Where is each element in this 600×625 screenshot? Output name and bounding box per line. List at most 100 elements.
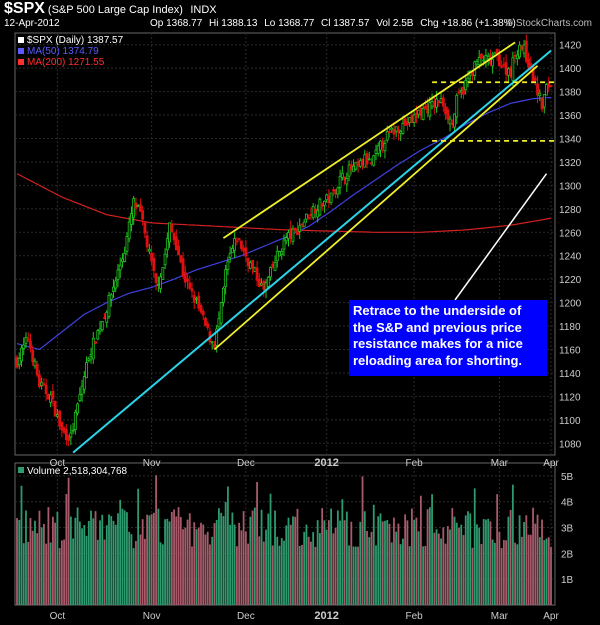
candle-body xyxy=(150,252,154,262)
candle-body xyxy=(60,421,64,431)
volume-bar xyxy=(361,476,364,605)
candle-body xyxy=(336,187,340,195)
volume-bar xyxy=(298,545,301,605)
candle-body xyxy=(325,194,329,200)
volume-bar xyxy=(307,536,310,605)
candle-body xyxy=(134,202,138,209)
candle-body xyxy=(91,337,95,360)
candle-body xyxy=(44,384,48,395)
candle-body xyxy=(257,278,261,288)
candle-body xyxy=(58,410,62,427)
volume-bar xyxy=(63,539,66,605)
candle-body xyxy=(538,92,542,97)
candle-body xyxy=(206,323,210,328)
candle-body xyxy=(186,278,189,282)
volume-bar xyxy=(379,513,382,605)
volume-bar xyxy=(357,546,359,605)
candle-body xyxy=(127,221,131,240)
candle-body xyxy=(67,435,71,441)
volume-bar xyxy=(375,545,377,605)
volume-bar xyxy=(303,531,306,605)
candle-body xyxy=(531,65,535,83)
candle-body xyxy=(305,213,308,220)
volume-bar xyxy=(444,543,447,605)
annotation-pointer xyxy=(454,173,548,301)
candle-body xyxy=(545,83,548,96)
candle-body xyxy=(89,354,93,357)
candle-body xyxy=(224,269,228,287)
candle-body xyxy=(408,117,412,124)
volume-bar xyxy=(511,484,514,605)
candle-body xyxy=(374,149,378,154)
volume-bar xyxy=(491,539,494,605)
candle-body xyxy=(444,106,447,114)
candle-body xyxy=(426,104,429,114)
volume-bar xyxy=(435,529,438,605)
volume-bar xyxy=(148,515,151,605)
volume-bar xyxy=(440,538,442,605)
candle-body xyxy=(103,317,106,319)
candle-body xyxy=(145,235,149,248)
volume-bar xyxy=(211,536,214,605)
candle-body xyxy=(80,385,84,395)
candle-body xyxy=(533,77,537,81)
volume-x-tick-label: 2012 xyxy=(314,610,338,622)
volume-bar xyxy=(406,520,409,605)
volume-bar xyxy=(29,518,32,605)
candle-body xyxy=(15,356,19,368)
volume-bar xyxy=(482,519,485,605)
candle-body xyxy=(17,358,21,366)
volume-bar xyxy=(473,488,476,605)
volume-bar xyxy=(200,522,202,605)
volume-bar xyxy=(345,511,348,605)
volume-bar xyxy=(431,494,433,605)
volume-bar xyxy=(56,511,59,605)
volume-bar xyxy=(359,521,362,605)
candle-body xyxy=(437,100,441,104)
volume-bar xyxy=(90,510,92,605)
candle-body xyxy=(143,222,147,234)
candle-body xyxy=(98,328,102,332)
candle-body xyxy=(284,237,288,242)
ohlc-summary: Op 1368.77 Hi 1388.13 Lo 1368.77 Cl 1387… xyxy=(150,18,520,29)
volume-bar xyxy=(137,488,140,605)
candle-body xyxy=(215,328,219,346)
candle-body xyxy=(152,257,156,271)
volume-bar xyxy=(289,524,292,605)
candle-body xyxy=(419,107,423,116)
candle-body xyxy=(522,44,526,54)
volume-bar xyxy=(135,541,137,605)
volume-bar xyxy=(141,519,144,605)
volume-bar xyxy=(538,537,541,605)
candle-body xyxy=(269,267,272,278)
volume-bar xyxy=(413,519,416,605)
volume-bar xyxy=(195,529,198,605)
volume-bar xyxy=(85,535,88,605)
volume-bar xyxy=(426,509,429,605)
volume-bar xyxy=(323,520,326,605)
volume-tick-label: 4B xyxy=(561,498,574,509)
volume-bar xyxy=(128,531,131,605)
volume-bar xyxy=(112,520,115,605)
volume-bar xyxy=(177,507,180,605)
candle-body xyxy=(296,229,299,236)
volume-bar xyxy=(494,542,496,605)
candle-body xyxy=(513,55,517,57)
volume-bar xyxy=(27,541,30,605)
candle-body xyxy=(87,358,91,361)
volume-bar xyxy=(442,527,445,605)
candle-body xyxy=(365,153,369,165)
volume-bar xyxy=(451,508,454,605)
volume-bar xyxy=(258,536,261,605)
volume-bar xyxy=(285,525,288,605)
volume-bar xyxy=(433,532,436,605)
volume-bar xyxy=(103,539,106,605)
candle-body xyxy=(410,115,414,124)
price-tick-label: 1400 xyxy=(559,64,582,75)
volume-bar xyxy=(110,516,113,605)
volume-bar xyxy=(227,486,229,605)
volume-bar xyxy=(191,546,193,605)
candle-body xyxy=(322,200,326,206)
volume-bar xyxy=(292,516,294,605)
